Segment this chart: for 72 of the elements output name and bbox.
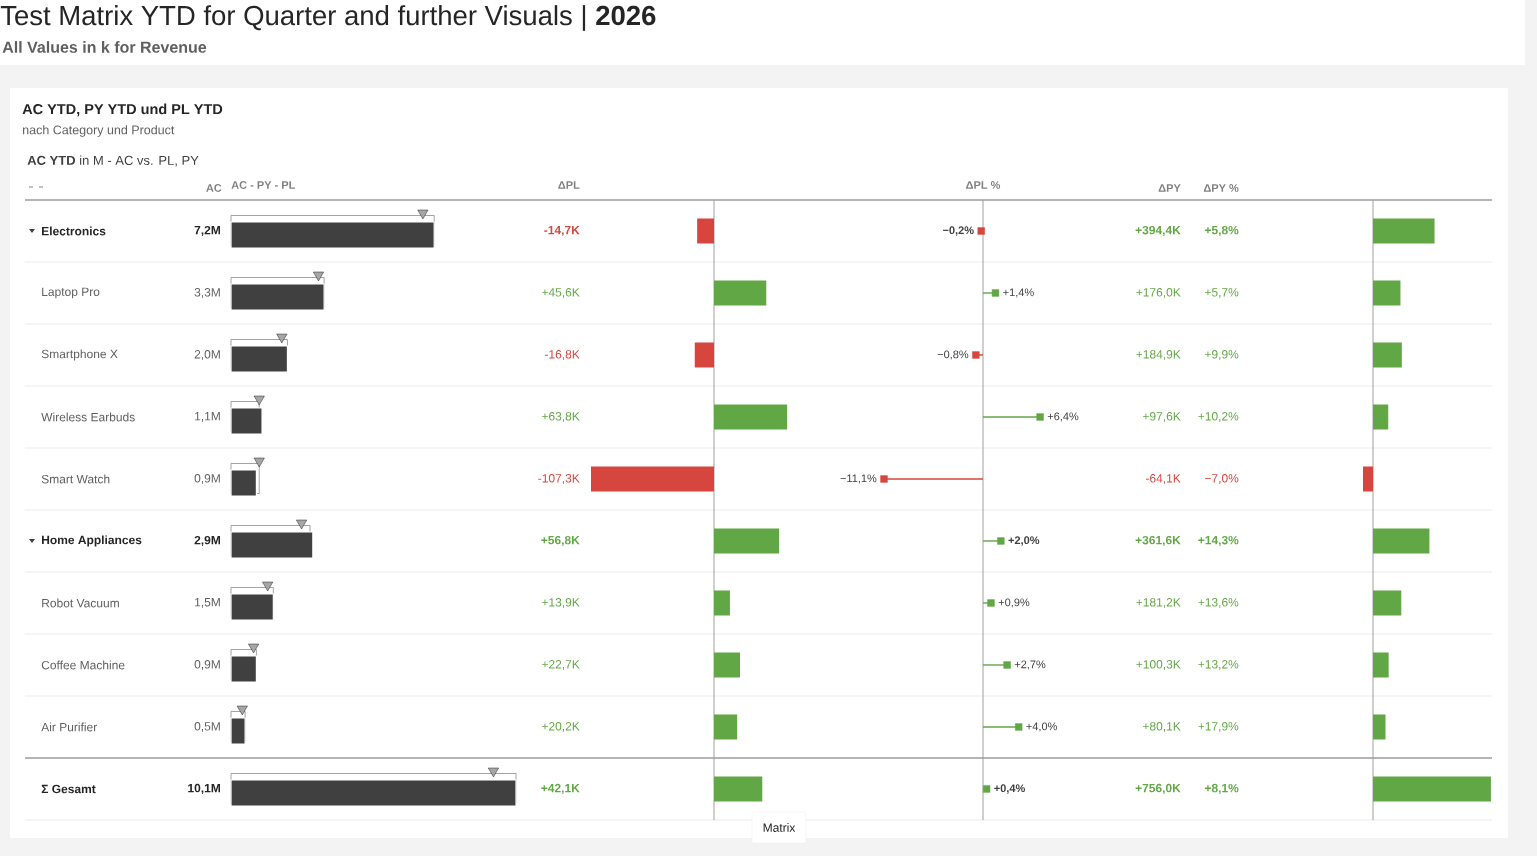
data-label: -64,1K bbox=[1145, 474, 1181, 484]
y-tick-label: Wireless Earbuds bbox=[41, 412, 135, 422]
data-label: +22,7K bbox=[542, 660, 580, 670]
data-label: +20,2K bbox=[542, 722, 580, 732]
data-label: +1,4% bbox=[1003, 288, 1034, 298]
y-tick-label: Coffee Machine bbox=[41, 660, 125, 670]
data-label: +6,4% bbox=[1047, 412, 1079, 422]
text: Matrix bbox=[763, 823, 796, 832]
data-label: +56,8K bbox=[541, 535, 580, 547]
data-label: +63,8K bbox=[542, 412, 580, 422]
data-label: +184,9K bbox=[1136, 350, 1181, 360]
data-label: -16,8K bbox=[544, 350, 580, 360]
y-tick-label: Robot Vacuum bbox=[42, 598, 119, 608]
text: +14,3% bbox=[1198, 535, 1239, 547]
y-tick-label: Smartphone X bbox=[41, 349, 118, 361]
text: +9,9% bbox=[1205, 350, 1239, 360]
data-label: −0,2% bbox=[942, 226, 974, 236]
data-label: +100,3K bbox=[1136, 660, 1181, 670]
y-tick-label: Smart Watch bbox=[41, 474, 110, 484]
data-label: +756,0K bbox=[1135, 783, 1181, 795]
text: AC YTD, PY YTD und PL YTD bbox=[22, 103, 223, 117]
text: +5,8% bbox=[1204, 225, 1239, 237]
data-label: +45,6K bbox=[542, 288, 580, 298]
data-label: −0,8% bbox=[937, 350, 969, 360]
text: +13,2% bbox=[1198, 660, 1239, 670]
text: +13,6% bbox=[1198, 598, 1239, 608]
data-label: 1,1M bbox=[195, 412, 220, 422]
data-label: +80,1K bbox=[1143, 722, 1181, 732]
data-label: 10,1M bbox=[188, 783, 220, 795]
y-tick-label: Electronics bbox=[42, 226, 106, 236]
text: +8,1% bbox=[1204, 783, 1239, 795]
data-label: +42,1K bbox=[541, 783, 580, 795]
data-label: 0,9M bbox=[194, 474, 220, 484]
y-tick-label: Σ Gesamt bbox=[41, 784, 96, 794]
text: −7,0% bbox=[1205, 474, 1239, 484]
data-label: 3,3M bbox=[194, 288, 220, 298]
y-tick-label: Home Appliances bbox=[42, 535, 142, 547]
y-tick-label: Air Purifier bbox=[41, 722, 97, 732]
text: AC YTD in M - AC vs. PL, PY bbox=[27, 155, 199, 167]
chart-title: ΔPL bbox=[558, 181, 580, 189]
text: ΔPY % bbox=[1203, 184, 1239, 192]
y-tick-label: Laptop Pro bbox=[42, 287, 100, 299]
data-label: 1,5M bbox=[195, 598, 220, 608]
data-label: 0,5M bbox=[194, 722, 220, 732]
data-label: 7,2M bbox=[194, 225, 220, 237]
data-label: -14,7K bbox=[544, 225, 580, 237]
text: +17,9% bbox=[1198, 722, 1239, 732]
data-label: +2,7% bbox=[1014, 660, 1046, 670]
data-label: +0,4% bbox=[994, 784, 1025, 794]
text: Test Matrix YTD for Quarter and further Visuals | 2026 bbox=[0, 5, 656, 31]
text: nach Category und Product bbox=[23, 125, 175, 137]
data-label: −11,1% bbox=[840, 474, 877, 484]
data-label: +394,4K bbox=[1135, 225, 1181, 237]
data-label: +176,0K bbox=[1136, 288, 1181, 298]
data-label: +361,6K bbox=[1135, 535, 1181, 547]
data-label: 2,9M bbox=[194, 535, 220, 547]
data-label: +97,6K bbox=[1143, 412, 1181, 422]
text: +10,2% bbox=[1198, 412, 1239, 422]
data-label: +181,2K bbox=[1136, 598, 1181, 608]
data-label: +0,9% bbox=[998, 598, 1030, 608]
text: +5,7% bbox=[1205, 288, 1239, 298]
data-label: -107,3K bbox=[538, 474, 580, 484]
text: All Values in k for Revenue bbox=[2, 41, 207, 53]
chart-title: AC - PY - PL bbox=[231, 181, 296, 189]
text: ΔPY bbox=[1158, 184, 1181, 192]
data-label: +4,0% bbox=[1026, 722, 1057, 732]
data-label: 0,9M bbox=[194, 660, 220, 670]
data-label: +2,0% bbox=[1008, 536, 1040, 546]
text: AC bbox=[206, 184, 222, 192]
chart-title: ΔPL % bbox=[966, 181, 1001, 189]
data-label: +13,9K bbox=[542, 598, 580, 608]
data-label: 2,0M bbox=[194, 350, 220, 360]
